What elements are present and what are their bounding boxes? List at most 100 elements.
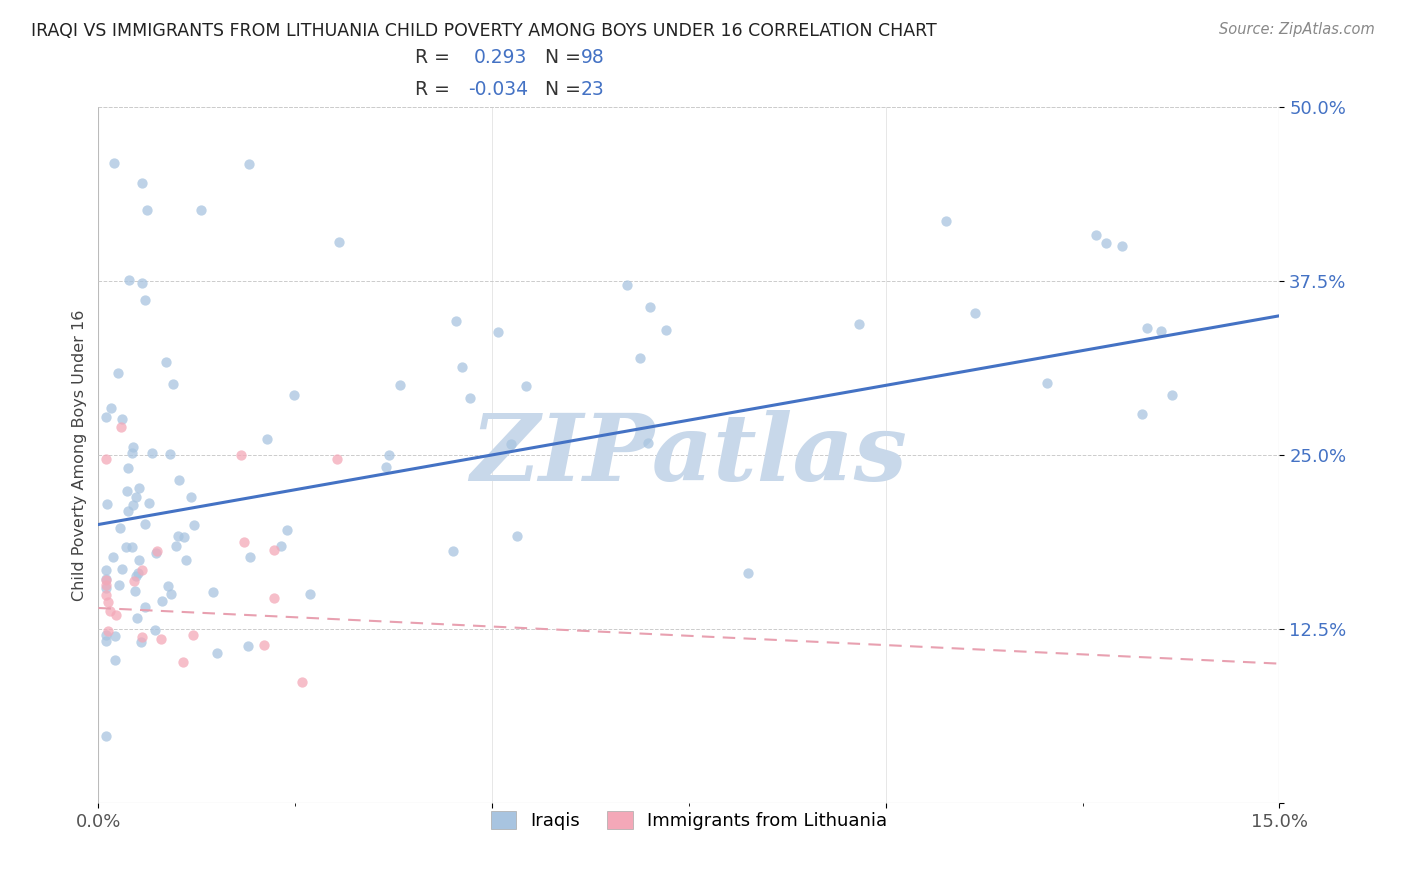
Point	[290, 675, 312, 690]
Point	[96, 452, 118, 467]
Point	[326, 452, 349, 467]
Point	[125, 569, 148, 583]
Point	[155, 355, 177, 369]
Point	[104, 629, 127, 643]
Point	[229, 448, 252, 462]
Point	[444, 314, 467, 328]
Point	[150, 594, 173, 608]
Point	[506, 529, 529, 543]
Point	[122, 574, 145, 589]
Point	[375, 459, 398, 474]
Point	[134, 293, 156, 308]
Text: N =: N =	[533, 79, 586, 99]
Point	[110, 420, 132, 434]
Point	[117, 461, 139, 475]
Point	[117, 504, 139, 518]
Point	[328, 235, 350, 250]
Point	[270, 539, 292, 553]
Point	[263, 591, 285, 606]
Point	[121, 540, 143, 554]
Point	[172, 656, 194, 670]
Point	[149, 632, 172, 647]
Point	[165, 539, 187, 553]
Point	[103, 156, 125, 170]
Point	[169, 474, 191, 488]
Point	[115, 483, 138, 498]
Point	[107, 577, 129, 591]
Point	[127, 566, 149, 580]
Point	[499, 437, 522, 451]
Point	[616, 277, 638, 292]
Point	[104, 653, 127, 667]
Point	[965, 306, 987, 320]
Point	[388, 377, 411, 392]
Text: 0.293: 0.293	[474, 48, 527, 68]
Point	[145, 546, 167, 560]
Point	[1161, 388, 1184, 402]
Point	[256, 432, 278, 446]
Point	[96, 588, 118, 602]
Point	[159, 447, 181, 461]
Point	[129, 635, 152, 649]
Point	[117, 273, 139, 287]
Point	[162, 376, 184, 391]
Point	[143, 623, 166, 637]
Point	[97, 595, 120, 609]
Point	[96, 634, 118, 648]
Point	[122, 440, 145, 454]
Point	[121, 446, 143, 460]
Point	[115, 540, 138, 554]
Point	[138, 496, 160, 510]
Point	[101, 549, 124, 564]
Text: 23: 23	[581, 79, 605, 99]
Point	[515, 379, 537, 393]
Point	[145, 544, 167, 558]
Point	[377, 449, 399, 463]
Point	[1036, 376, 1059, 390]
Point	[128, 481, 150, 495]
Point	[131, 276, 153, 290]
Point	[263, 542, 285, 557]
Point	[1130, 407, 1153, 421]
Point	[136, 203, 159, 218]
Point	[207, 646, 229, 660]
Point	[98, 604, 121, 618]
Text: N =: N =	[533, 48, 586, 68]
Legend: Iraqis, Immigrants from Lithuania: Iraqis, Immigrants from Lithuania	[482, 802, 896, 839]
Point	[141, 446, 163, 460]
Point	[935, 214, 957, 228]
Point	[183, 517, 205, 532]
Point	[122, 498, 145, 512]
Point	[111, 412, 134, 426]
Point	[167, 529, 190, 543]
Point	[125, 491, 148, 505]
Point	[1150, 324, 1173, 338]
Point	[628, 351, 651, 365]
Point	[96, 572, 118, 586]
Point	[96, 409, 118, 424]
Point	[134, 516, 156, 531]
Point	[298, 587, 321, 601]
Point	[458, 392, 481, 406]
Point	[128, 553, 150, 567]
Point	[104, 607, 127, 622]
Point	[159, 586, 181, 600]
Point	[1095, 235, 1118, 250]
Point	[1084, 228, 1107, 243]
Point	[283, 388, 305, 402]
Point	[276, 524, 298, 538]
Point	[239, 549, 262, 564]
Text: Source: ZipAtlas.com: Source: ZipAtlas.com	[1219, 22, 1375, 37]
Point	[655, 322, 678, 336]
Point	[190, 202, 212, 217]
Point	[1111, 239, 1133, 253]
Point	[96, 562, 118, 576]
Point	[638, 300, 661, 314]
Point	[737, 566, 759, 581]
Point	[131, 176, 153, 190]
Point	[134, 599, 156, 614]
Point	[96, 628, 118, 642]
Point	[848, 317, 870, 331]
Text: R =: R =	[415, 48, 461, 68]
Point	[96, 729, 118, 743]
